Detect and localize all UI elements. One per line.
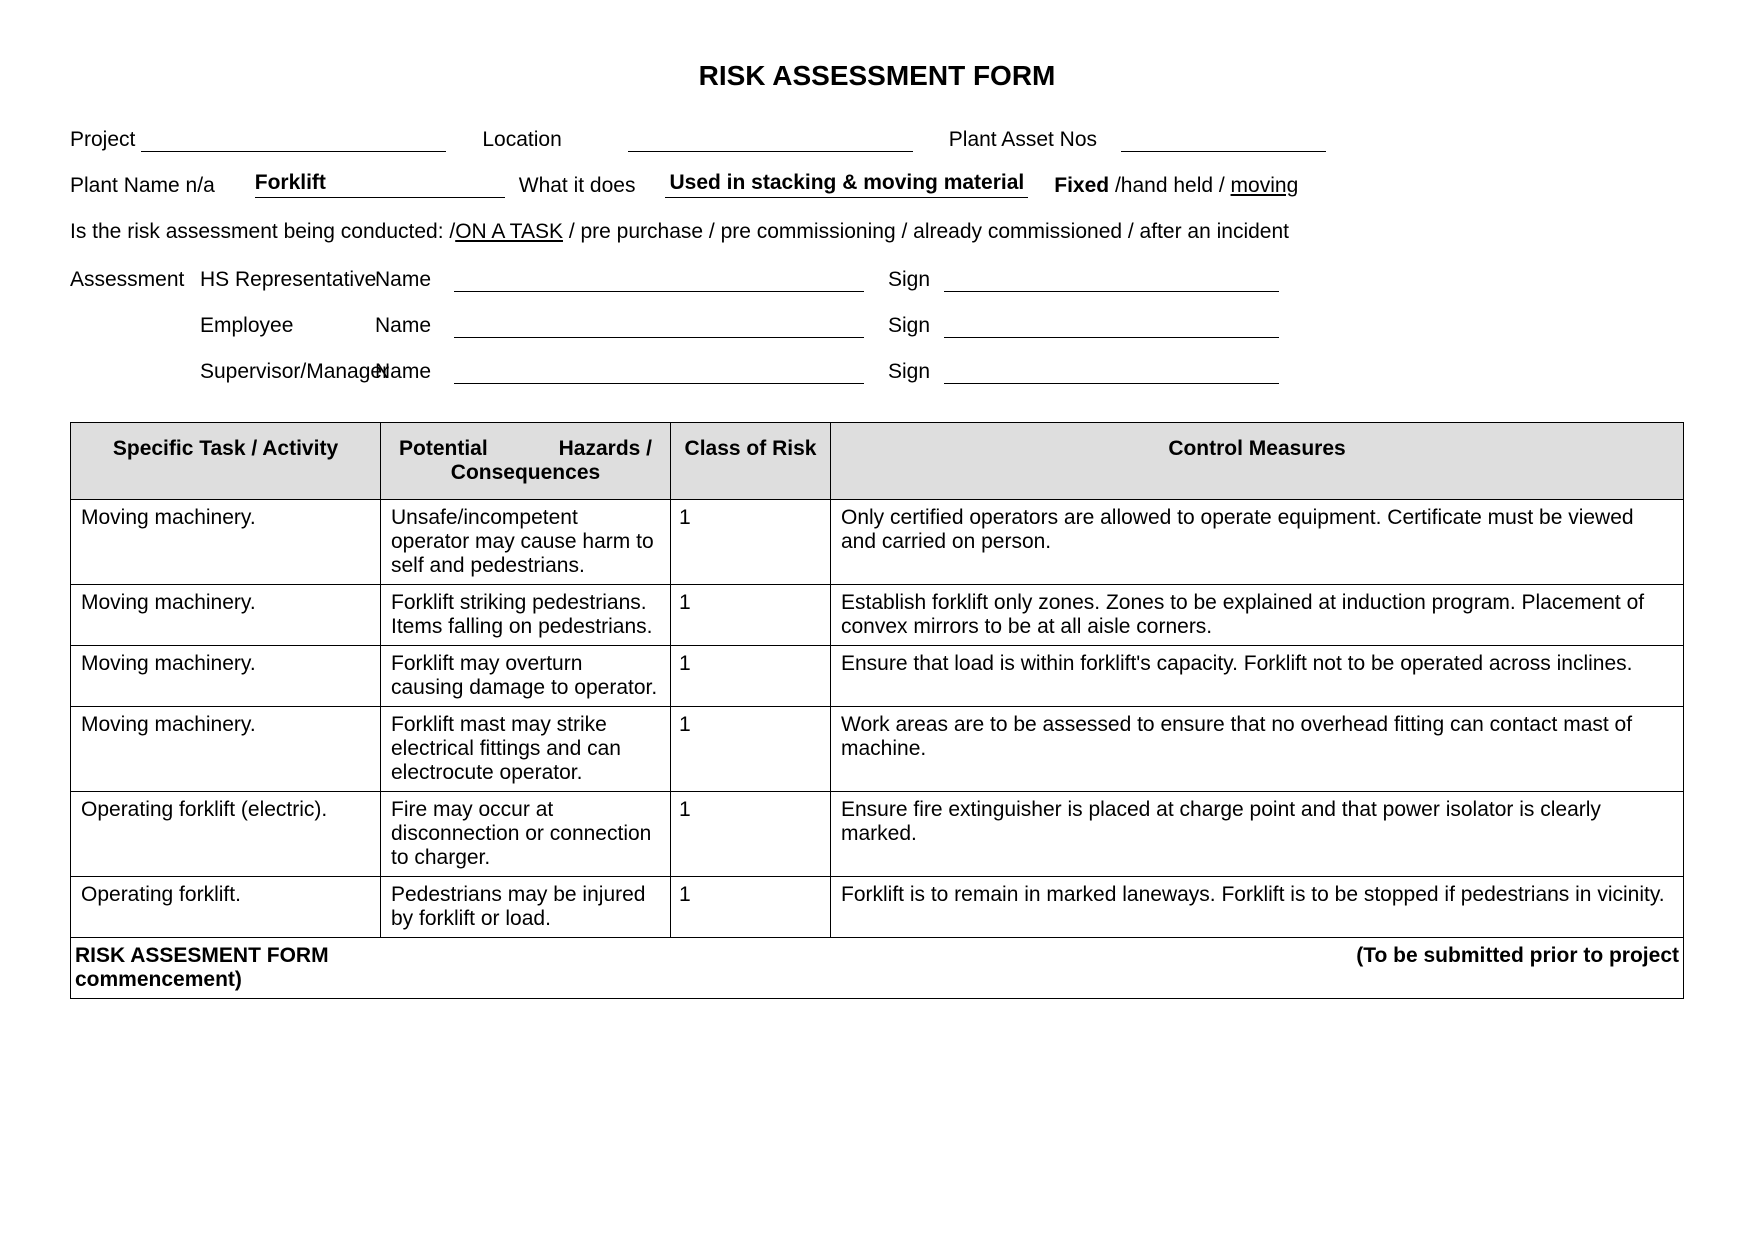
location-label: Location bbox=[482, 128, 561, 152]
sign-label-2: Sign bbox=[888, 314, 930, 338]
table-row: Moving machinery.Forklift striking pedes… bbox=[71, 585, 1684, 646]
location-blank[interactable] bbox=[628, 128, 913, 152]
cell-control: Forklift is to remain in marked laneways… bbox=[831, 877, 1684, 938]
role-supervisor: Supervisor/Manager bbox=[200, 360, 375, 384]
name-label-3: Name bbox=[375, 360, 448, 384]
cell-risk: 1 bbox=[671, 877, 831, 938]
cell-risk: 1 bbox=[671, 646, 831, 707]
emp-sign-blank[interactable] bbox=[944, 314, 1279, 338]
row-assessment-hs: Assessment HS Representative Name Sign bbox=[70, 260, 1684, 292]
row-plant-name: Plant Name n/a Forklift What it does Use… bbox=[70, 166, 1684, 198]
cell-task: Moving machinery. bbox=[71, 500, 381, 585]
th-task: Specific Task / Activity bbox=[71, 423, 381, 500]
cell-control: Ensure that load is within forklift's ca… bbox=[831, 646, 1684, 707]
row-project: Project Location Plant Asset Nos bbox=[70, 120, 1684, 152]
table-row: Operating forklift (electric).Fire may o… bbox=[71, 792, 1684, 877]
form-title: RISK ASSESSMENT FORM bbox=[70, 60, 1684, 92]
th-risk: Class of Risk bbox=[671, 423, 831, 500]
table-footer-row: RISK ASSESMENT FORM(To be submitted prio… bbox=[71, 938, 1684, 999]
role-employee: Employee bbox=[200, 314, 375, 338]
what-it-does-value: Used in stacking & moving material bbox=[665, 171, 1028, 198]
conducted-text: Is the risk assessment being conducted: … bbox=[70, 220, 1289, 244]
table-row: Operating forklift.Pedestrians may be in… bbox=[71, 877, 1684, 938]
cell-hazard: Forklift mast may strike electrical fitt… bbox=[381, 707, 671, 792]
cell-hazard: Unsafe/incompetent operator may cause ha… bbox=[381, 500, 671, 585]
plant-name-value: Forklift bbox=[255, 171, 505, 198]
cell-control: Ensure fire extinguisher is placed at ch… bbox=[831, 792, 1684, 877]
table-row: Moving machinery.Unsafe/incompetent oper… bbox=[71, 500, 1684, 585]
sign-label-3: Sign bbox=[888, 360, 930, 384]
sign-label-1: Sign bbox=[888, 268, 930, 292]
cell-task: Moving machinery. bbox=[71, 646, 381, 707]
table-row: Moving machinery.Forklift may overturn c… bbox=[71, 646, 1684, 707]
plant-asset-nos-label: Plant Asset Nos bbox=[949, 128, 1097, 152]
cell-risk: 1 bbox=[671, 585, 831, 646]
cell-task: Moving machinery. bbox=[71, 585, 381, 646]
header-section: Project Location Plant Asset Nos Plant N… bbox=[70, 120, 1684, 384]
cell-task: Operating forklift (electric). bbox=[71, 792, 381, 877]
cell-task: Operating forklift. bbox=[71, 877, 381, 938]
project-blank[interactable] bbox=[141, 128, 446, 152]
cell-control: Only certified operators are allowed to … bbox=[831, 500, 1684, 585]
role-hs: HS Representative bbox=[200, 268, 375, 292]
cell-risk: 1 bbox=[671, 792, 831, 877]
name-label-2: Name bbox=[375, 314, 448, 338]
usage-type: Fixed /hand held / moving bbox=[1054, 174, 1298, 198]
row-assessment-sup: Supervisor/Manager Name Sign bbox=[70, 352, 1684, 384]
cell-hazard: Pedestrians may be injured by forklift o… bbox=[381, 877, 671, 938]
cell-control: Work areas are to be assessed to ensure … bbox=[831, 707, 1684, 792]
plant-asset-nos-blank[interactable] bbox=[1121, 128, 1326, 152]
cell-control: Establish forklift only zones. Zones to … bbox=[831, 585, 1684, 646]
cell-hazard: Forklift striking pedestrians. Items fal… bbox=[381, 585, 671, 646]
row-conducted: Is the risk assessment being conducted: … bbox=[70, 212, 1684, 244]
cell-risk: 1 bbox=[671, 500, 831, 585]
what-it-does-label: What it does bbox=[519, 174, 636, 198]
risk-table: Specific Task / Activity Potential Hazar… bbox=[70, 422, 1684, 999]
cell-hazard: Fire may occur at disconnection or conne… bbox=[381, 792, 671, 877]
row-assessment-emp: Employee Name Sign bbox=[70, 306, 1684, 338]
sup-name-blank[interactable] bbox=[454, 360, 864, 384]
name-label-1: Name bbox=[375, 268, 448, 292]
table-row: Moving machinery.Forklift mast may strik… bbox=[71, 707, 1684, 792]
cell-risk: 1 bbox=[671, 707, 831, 792]
th-hazards: Potential Hazards / Consequences bbox=[381, 423, 671, 500]
assessment-label: Assessment bbox=[70, 268, 200, 292]
cell-hazard: Forklift may overturn causing damage to … bbox=[381, 646, 671, 707]
th-control: Control Measures bbox=[831, 423, 1684, 500]
plant-name-label: Plant Name n/a bbox=[70, 174, 215, 198]
footer-cell: RISK ASSESMENT FORM(To be submitted prio… bbox=[71, 938, 1684, 999]
table-header-row: Specific Task / Activity Potential Hazar… bbox=[71, 423, 1684, 500]
project-label: Project bbox=[70, 128, 135, 152]
hs-name-blank[interactable] bbox=[454, 268, 864, 292]
emp-name-blank[interactable] bbox=[454, 314, 864, 338]
sup-sign-blank[interactable] bbox=[944, 360, 1279, 384]
cell-task: Moving machinery. bbox=[71, 707, 381, 792]
hs-sign-blank[interactable] bbox=[944, 268, 1279, 292]
